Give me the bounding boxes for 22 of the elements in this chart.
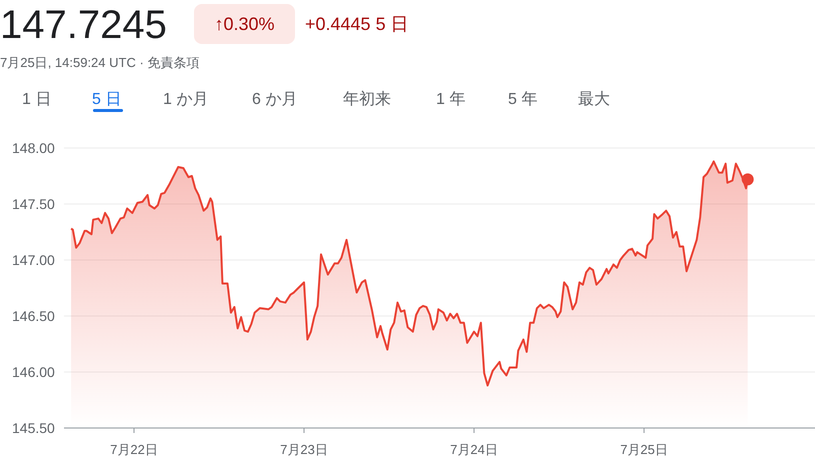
x-tick-label: 7月23日 bbox=[280, 442, 328, 457]
text: +0.4445 5 日 bbox=[305, 14, 409, 34]
text: 1 日 bbox=[22, 91, 52, 108]
y-tick-label: 148.00 bbox=[12, 140, 56, 156]
x-tick-label: 7月22日 bbox=[110, 442, 158, 457]
y-tick-label: 146.50 bbox=[12, 308, 56, 324]
text: 1 か月 bbox=[163, 91, 208, 108]
text: 5 日 bbox=[92, 91, 122, 108]
x-tick-label: 7月25日 bbox=[620, 442, 668, 457]
chart-subtitle: 7月25日, 14:59:24 UTC · 免責条項 bbox=[0, 55, 200, 70]
text: ↑0.30% bbox=[214, 14, 275, 34]
y-tick-label: 146.00 bbox=[12, 364, 56, 380]
y-tick-label: 147.50 bbox=[12, 196, 56, 212]
y-tick-label: 147.00 bbox=[12, 252, 56, 268]
x-tick-label: 7月24日 bbox=[450, 442, 498, 457]
text: 1 年 bbox=[436, 91, 466, 108]
text: 5 年 bbox=[508, 91, 538, 108]
text: 年初来 bbox=[343, 90, 391, 108]
text: 最大 bbox=[578, 90, 610, 108]
y-tick-label: 145.50 bbox=[12, 420, 56, 436]
text: 6 か月 bbox=[252, 91, 298, 108]
chart-title: 147.7245 bbox=[0, 3, 167, 47]
